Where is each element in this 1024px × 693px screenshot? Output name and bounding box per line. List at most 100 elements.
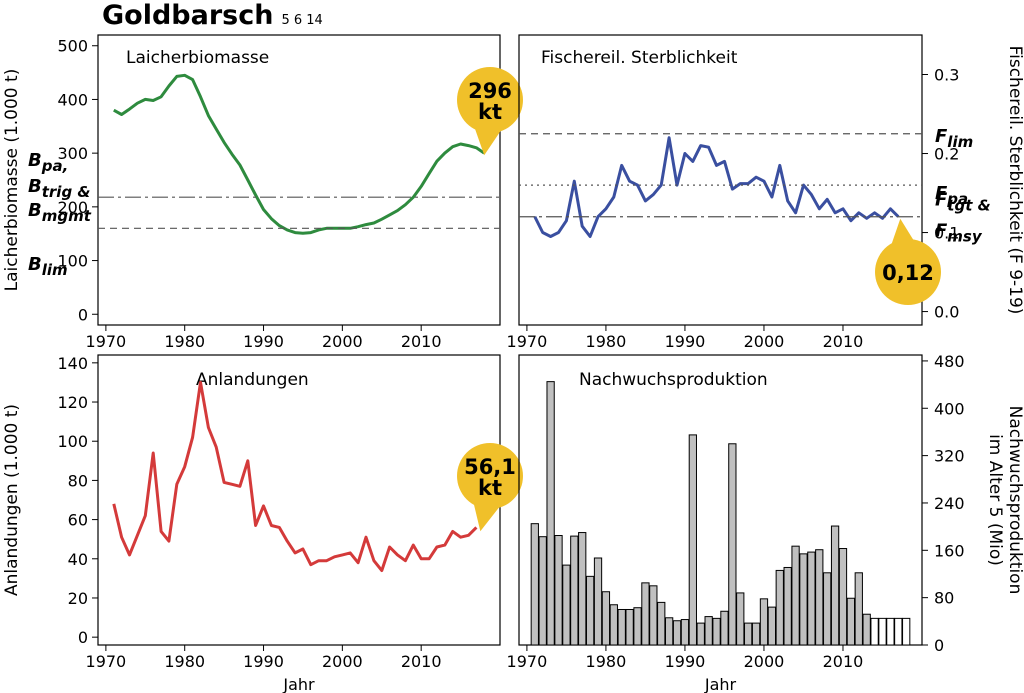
ssb-x-tick-label: 1980	[164, 332, 205, 351]
recruitment-y-tick-label: 80	[934, 589, 954, 608]
landings-y-tick-label: 0	[78, 628, 88, 647]
recruitment-bar	[744, 622, 753, 646]
fishing-panel-title: Fischereil. Sterblichkeit	[541, 48, 738, 68]
ssb-panel: 1970 1980 1990 2000 2010 0 100 200 300 400 500 Laic…	[2, 34, 523, 351]
recruitment-y-tick-label: 320	[934, 447, 965, 466]
recruitment-panel: 1970 1980 1990 2000 2010 0 80 160 240 320 400 480 Na…	[507, 352, 1024, 693]
recruitment-bar	[601, 591, 611, 646]
landings-y-tick-label: 20	[68, 589, 88, 608]
recruitment-bar	[562, 564, 571, 646]
landings-series-line	[112, 380, 478, 572]
recruitment-bar	[609, 604, 618, 646]
fishing-series-line	[533, 136, 900, 238]
recruitment-bar	[538, 536, 547, 646]
recruitment-projected-bar	[902, 617, 911, 646]
recruitment-bar	[554, 535, 563, 646]
fishing-fpa-label: Fpa	[935, 183, 968, 208]
ssb-y-tick-label: 300	[57, 144, 88, 163]
fishing-x-tick-label: 1990	[665, 332, 706, 351]
recruitment-bar	[862, 613, 871, 646]
recruitment-bar	[688, 434, 697, 646]
recruitment-bar	[728, 443, 737, 646]
ssb-x-tick-label: 2010	[401, 332, 442, 351]
recruitment-bar	[830, 525, 840, 646]
fishing-plot-frame	[518, 34, 923, 326]
fishing-ftgt-label: Ftgt &	[935, 190, 991, 215]
recruitment-x-tick-label: 1990	[665, 652, 706, 671]
fishing-callout-bubble	[875, 239, 941, 305]
recruitment-bar	[665, 617, 674, 646]
recruitment-y-tick-label: 240	[934, 494, 965, 513]
recruitment-x-tick-label: 1980	[586, 652, 627, 671]
recruitment-bar	[736, 592, 745, 646]
recruitment-bar	[712, 617, 721, 646]
recruitment-projected-bar	[886, 617, 895, 646]
ssb-y-tick-label: 0	[78, 305, 88, 324]
fishing-y-tick-label: 0.1	[934, 224, 959, 243]
fishing-x-tick-label: 1980	[586, 332, 627, 351]
recruitment-bar	[783, 566, 792, 646]
landings-callout: 56,1kt	[457, 443, 523, 532]
fishing-y-tick-label: 0.2	[934, 145, 959, 164]
recruitment-bar	[751, 622, 761, 646]
fishing-x-tick-label: 2000	[744, 332, 785, 351]
recruitment-y-tick-label: 0	[934, 636, 944, 655]
recruitment-bar	[585, 575, 595, 646]
recruitment-x-tick-label: 2010	[823, 652, 864, 671]
ssb-x-tick-label: 1970	[86, 332, 127, 351]
reference-numbers: 5 6 14	[281, 13, 323, 28]
landings-callout-bubble	[457, 443, 523, 509]
recruitment-y-tick-label: 400	[934, 399, 965, 418]
landings-x-axis-label: Jahr	[282, 675, 315, 693]
ssb-bpa-label: Bpa,	[28, 150, 68, 175]
fishing-x-tick-label: 1970	[507, 332, 548, 351]
ssb-blim-label: Blim	[28, 254, 68, 279]
recruitment-x-tick-label: 1970	[507, 652, 548, 671]
fishing-fmsy-label: Fmsy	[935, 221, 983, 246]
recruitment-bar	[846, 597, 856, 646]
recruitment-projected-bar	[870, 617, 879, 646]
ssb-y-tick-label: 200	[57, 198, 88, 217]
ssb-y-tick-label: 500	[57, 37, 88, 56]
landings-y-tick-label: 100	[57, 432, 88, 451]
landings-callout-value: 56,1	[464, 455, 516, 479]
landings-y-tick-label: 140	[57, 354, 88, 373]
landings-x-tick-label: 2010	[401, 652, 442, 671]
fishing-y-tick-label: 0.0	[934, 303, 959, 322]
recruitment-bar	[807, 551, 816, 646]
recruitment-bar	[759, 598, 769, 646]
ssb-callout-bubble	[457, 67, 523, 133]
ssb-y-tick-label: 400	[57, 90, 88, 109]
landings-y-tick-label: 80	[68, 471, 88, 490]
recruitment-bar	[617, 608, 626, 646]
recruitment-projected-bar	[894, 617, 903, 646]
landings-y-tick-label: 60	[68, 511, 88, 530]
recruitment-panel-title: Nachwuchsproduktion	[579, 370, 768, 390]
recruitment-bar	[767, 606, 776, 646]
fishing-x-tick-label: 2010	[823, 332, 864, 351]
recruitment-bar	[593, 557, 603, 646]
landings-y-tick-label: 120	[57, 393, 88, 412]
landings-y-axis-label: Anlandungen (1.000 t)	[2, 404, 22, 596]
fishing-flim-label: Flim	[935, 126, 973, 151]
ssb-plot-frame	[97, 34, 501, 326]
fishing-y-axis-label: Fischereil. Sterblichkeit (F 9-19)	[1005, 46, 1024, 315]
recruitment-bar	[641, 582, 650, 646]
recruitment-x-axis-label: Jahr	[704, 675, 737, 693]
ssb-series-line	[113, 73, 486, 235]
landings-x-tick-label: 1970	[86, 652, 127, 671]
recruitment-bar	[530, 523, 539, 646]
chart-header: Goldbarsch 5 6 14	[102, 0, 323, 34]
recruitment-bar	[546, 381, 555, 646]
recruitment-y-axis-label: Nachwuchsproduktionim Alter 5 (Mio)	[985, 406, 1024, 595]
recruitment-y-tick-label: 480	[934, 352, 965, 371]
recruitment-bar	[791, 545, 800, 646]
ssb-callout-value: 296	[468, 79, 512, 103]
ssb-btrig-label: Btrig &	[28, 176, 90, 201]
ssb-panel-title: Laicherbiomasse	[126, 48, 269, 68]
recruitment-projected-bar	[878, 617, 887, 646]
recruitment-bar	[838, 548, 848, 646]
landings-callout-unit: kt	[478, 476, 502, 500]
landings-x-tick-label: 1980	[164, 652, 205, 671]
recruitment-bar	[696, 622, 705, 646]
